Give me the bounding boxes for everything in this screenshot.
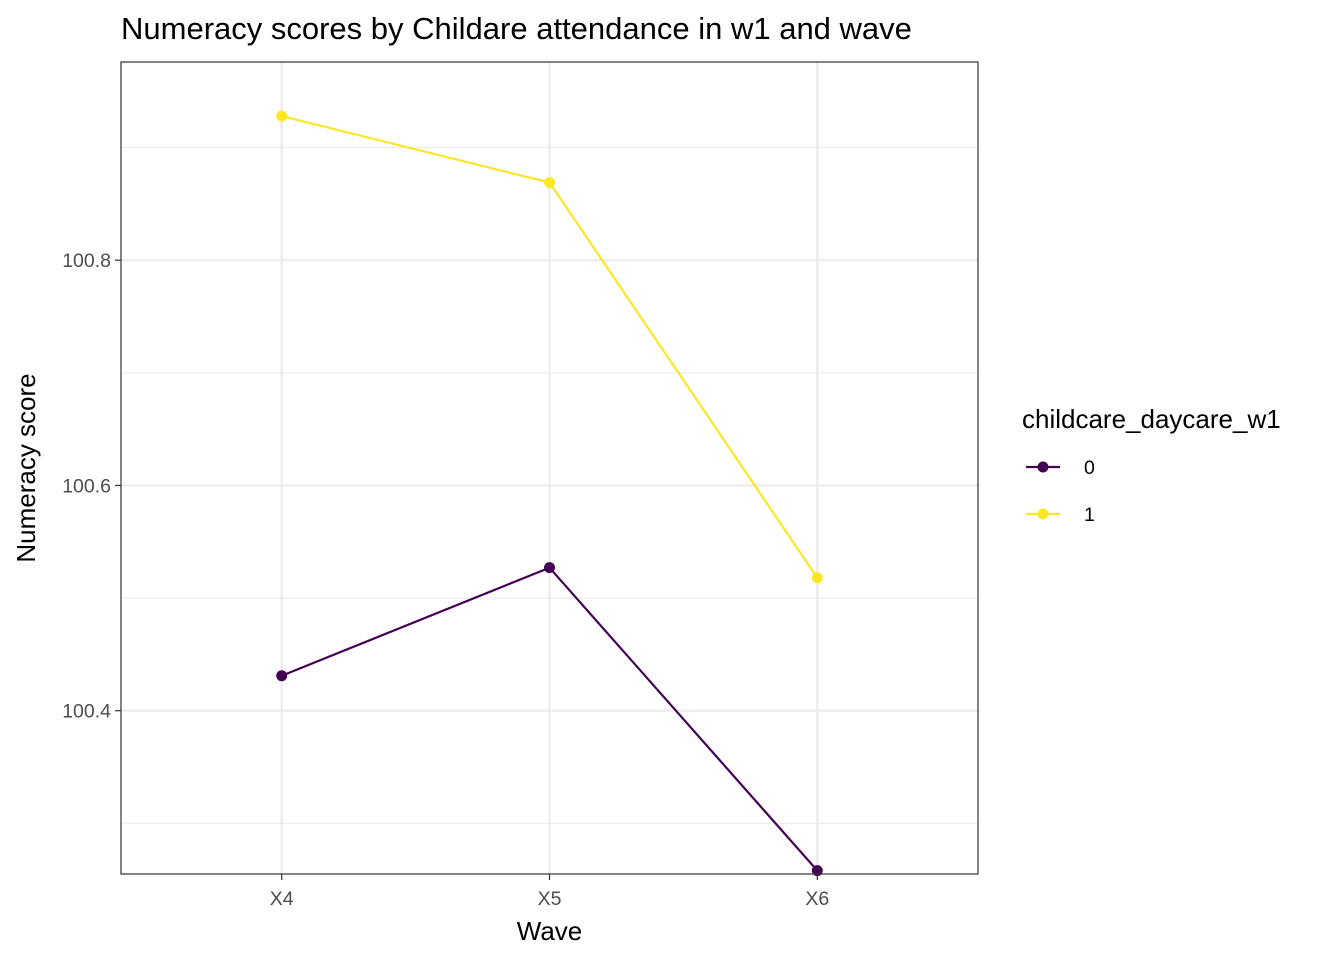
legend-key-point	[1037, 461, 1049, 473]
x-tick-label: X6	[805, 888, 829, 910]
data-point-1	[276, 110, 288, 122]
x-tick-label: X5	[538, 888, 562, 910]
y-tick-label: 100.6	[62, 475, 111, 497]
y-axis-ticks: 100.4 100.6 100.8	[62, 250, 121, 723]
x-axis-title: Wave	[517, 916, 583, 946]
legend-key-point	[1037, 508, 1049, 520]
legend: childcare_daycare_w1 01	[1022, 404, 1281, 526]
x-tick-label: X4	[270, 888, 294, 910]
series-layer	[276, 110, 823, 877]
x-axis-ticks: X4 X5 X6	[270, 874, 829, 910]
legend-keys: 01	[1026, 457, 1095, 526]
major-gridlines	[121, 62, 978, 874]
data-point-0	[544, 562, 555, 574]
y-tick-label: 100.4	[62, 701, 111, 723]
y-tick-label: 100.8	[62, 250, 111, 272]
legend-label: 1	[1084, 504, 1095, 526]
data-point-1	[811, 572, 823, 584]
data-point-0	[276, 670, 288, 682]
chart-title: Numeracy scores by Childare attendance i…	[121, 11, 912, 46]
y-axis-title: Numeracy score	[11, 373, 41, 562]
data-point-1	[544, 177, 555, 189]
data-point-0	[811, 865, 823, 877]
legend-label: 0	[1084, 457, 1095, 479]
legend-title: childcare_daycare_w1	[1022, 404, 1281, 434]
